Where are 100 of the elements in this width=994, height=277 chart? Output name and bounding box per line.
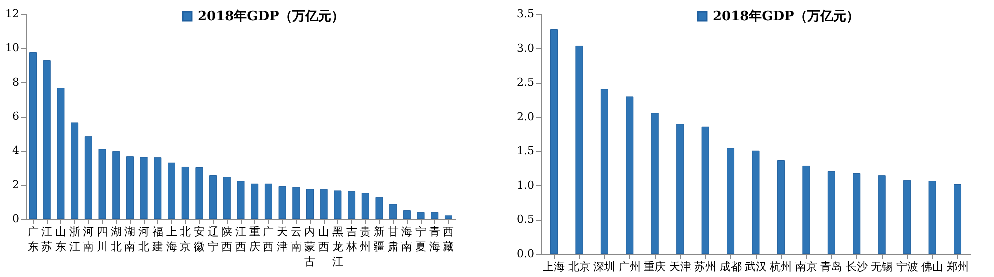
bar	[777, 160, 785, 254]
y-tick-label: 12	[6, 8, 20, 20]
x-tick-label: 苏州	[694, 260, 717, 274]
x-tick-label: 青岛	[820, 260, 843, 274]
y-tick-label: 0	[12, 212, 20, 226]
legend-label: 2018年GDP（万亿元）	[198, 10, 344, 24]
x-tick-label: 山东	[55, 226, 66, 254]
y-tick-label: 0.0	[517, 248, 534, 260]
x-tick-label: 河南	[83, 226, 94, 254]
x-tick-label: 甘肃	[388, 226, 399, 254]
x-tick-label: 广东	[28, 226, 39, 254]
x-tick-label: 云南	[290, 226, 302, 254]
x-tick-label: 陕西	[222, 226, 233, 254]
x-tick-label: 天津	[277, 226, 288, 254]
bar	[676, 124, 684, 254]
x-tick-label: 武汉	[745, 260, 767, 274]
x-tick-label: 宁夏	[416, 226, 427, 254]
y-tick-label: 2.5	[517, 76, 534, 90]
bar	[251, 184, 259, 220]
bar	[196, 168, 204, 220]
bar	[84, 136, 92, 220]
bar	[264, 184, 272, 220]
bar	[878, 176, 886, 254]
bar	[182, 166, 190, 220]
bar	[576, 46, 584, 254]
bar	[98, 149, 106, 220]
bar	[752, 150, 760, 254]
bar	[223, 177, 231, 220]
x-tick-label: 杭州	[769, 260, 792, 274]
bar	[168, 162, 176, 220]
x-tick-label: 广西	[263, 226, 274, 254]
x-tick-label: 江苏	[42, 226, 53, 254]
bar	[954, 184, 962, 254]
bar	[348, 191, 356, 220]
y-tick-label: 1.5	[517, 144, 534, 158]
y-tick-label: 2.0	[517, 110, 534, 124]
x-tick-label: 黑龙江	[332, 226, 344, 268]
x-tick-label: 贵州	[360, 226, 372, 254]
x-tick-label: 成都	[720, 260, 742, 274]
y-tick-label: 2	[12, 178, 20, 192]
bar	[390, 204, 398, 220]
x-tick-label: 重庆	[249, 226, 260, 254]
y-tick-label: 3.0	[517, 42, 534, 55]
x-tick-label: 无锡	[871, 260, 894, 274]
x-tick-label: 长沙	[846, 260, 868, 274]
bar	[928, 181, 936, 254]
x-tick-label: 安徽	[194, 226, 205, 254]
x-tick-label: 山西	[318, 226, 330, 254]
bar	[853, 174, 861, 254]
x-tick-label: 浙江	[69, 226, 80, 254]
bar	[727, 148, 735, 254]
bar	[651, 113, 659, 254]
bar	[30, 52, 38, 220]
x-tick-label: 郑州	[946, 260, 969, 274]
y-tick-label: 6	[12, 110, 20, 123]
x-tick-label: 内蒙古	[304, 226, 316, 268]
x-tick-label: 河北	[138, 226, 150, 254]
x-tick-label: 湖南	[124, 226, 136, 254]
bar	[417, 212, 425, 220]
y-tick-label: 3.5	[517, 8, 534, 20]
bar	[444, 216, 452, 220]
legend-label: 2018年GDP（万亿元）	[713, 10, 860, 24]
bar	[828, 171, 836, 254]
bar	[376, 197, 384, 220]
bar	[306, 189, 314, 220]
bar	[112, 151, 120, 220]
bar	[626, 96, 634, 254]
bar	[237, 181, 245, 220]
x-tick-label: 新疆	[374, 226, 385, 254]
bar	[702, 126, 710, 254]
x-tick-label: 南京	[795, 260, 818, 274]
x-tick-label: 海南	[402, 226, 413, 254]
bar	[126, 156, 134, 220]
bar	[210, 176, 218, 220]
bar	[278, 186, 286, 220]
bar	[320, 189, 328, 220]
x-tick-label: 青海	[429, 226, 440, 254]
x-tick-label: 四川	[97, 226, 108, 254]
y-tick-label: 1.0	[517, 178, 534, 192]
x-tick-label: 江西	[236, 226, 246, 254]
x-tick-label: 吉林	[345, 226, 358, 254]
bar	[140, 157, 148, 220]
x-tick-label: 重庆	[644, 260, 666, 274]
y-tick-label: 4	[12, 144, 20, 158]
x-tick-label: 北京	[568, 260, 590, 274]
y-tick-label: 0.5	[517, 213, 534, 226]
y-tick-label: 8	[12, 76, 20, 89]
bar	[334, 190, 342, 220]
x-tick-label: 湖北	[110, 226, 122, 254]
x-tick-label: 佛山	[922, 260, 944, 274]
x-tick-label: 北京	[180, 226, 192, 254]
bar	[154, 158, 162, 220]
bar	[431, 212, 439, 220]
bar	[600, 89, 608, 254]
bar	[550, 30, 558, 254]
bar	[71, 122, 79, 220]
bar	[403, 210, 411, 220]
bar	[362, 193, 370, 220]
x-tick-label: 宁波	[896, 260, 918, 274]
bar	[43, 60, 51, 220]
